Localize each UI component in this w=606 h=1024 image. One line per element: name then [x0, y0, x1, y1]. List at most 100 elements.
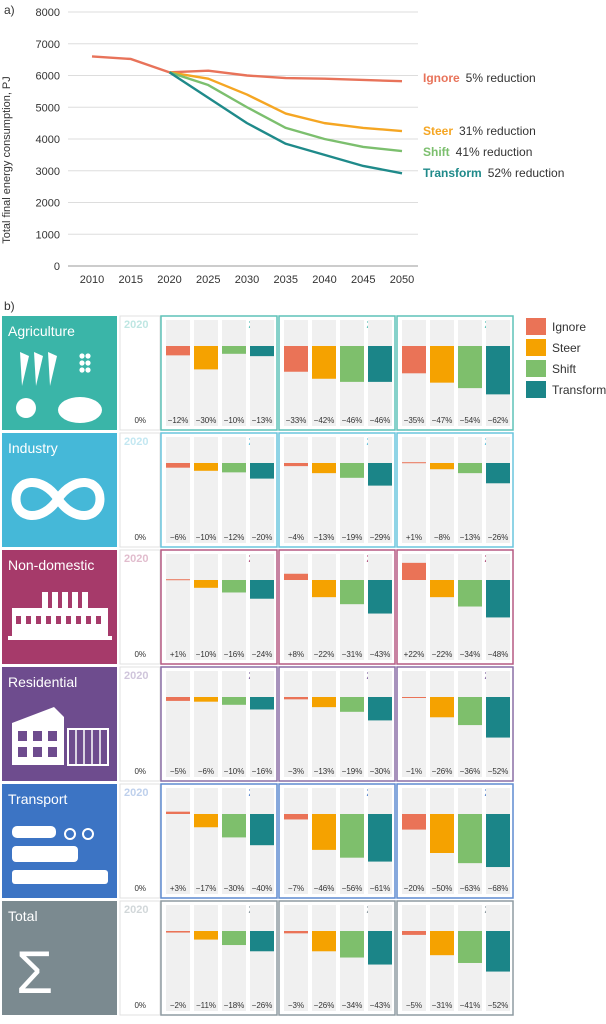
bar-value-label: −17%: [196, 884, 217, 893]
carrot-shape: [20, 352, 29, 386]
bar-transform: [486, 814, 510, 868]
baseline-cell: [119, 666, 161, 782]
series-line-ignore: [169, 69, 403, 83]
bar-value-label: −13%: [252, 416, 273, 425]
bar-value-label: −46%: [342, 416, 363, 425]
y-tick-label: 5000: [36, 102, 60, 114]
bar-value-label: −10%: [196, 533, 217, 542]
bar-track: [194, 320, 218, 426]
x-tick-label: 2030: [235, 274, 259, 286]
y-axis-label: Total final energy consumption, PJ: [1, 76, 13, 244]
bar-value-label: −12%: [168, 416, 189, 425]
bar-track: [250, 905, 274, 1011]
bar-value-label: −30%: [196, 416, 217, 425]
y-tick-label: 3000: [36, 166, 60, 178]
bar-track: [166, 788, 190, 894]
bar-value-label: −42%: [314, 416, 335, 425]
apple-shape: [16, 398, 36, 418]
bar-value-label: −8%: [434, 533, 450, 542]
bar-transform: [368, 463, 392, 486]
bar-track: [340, 554, 364, 660]
sector-tile: [2, 901, 117, 1015]
bar-value-label: −30%: [370, 767, 391, 776]
train-shape: [12, 870, 108, 884]
bar-transform: [368, 580, 392, 614]
sigma-glyph: Σ: [16, 939, 53, 1006]
bar-value-label: −5%: [170, 767, 186, 776]
bar-track: [312, 671, 336, 777]
bar-shift: [458, 814, 482, 864]
bar-value-label: −3%: [288, 767, 304, 776]
bar-track: [368, 671, 392, 777]
sector-name-label: Transport: [8, 791, 68, 807]
baseline-pct-label: 0%: [134, 416, 146, 425]
bar-value-label: −26%: [432, 767, 453, 776]
bar-track: [284, 905, 308, 1011]
bar-value-label: +3%: [170, 884, 186, 893]
panel-b-label: b): [4, 299, 15, 313]
bar-value-label: −22%: [432, 650, 453, 659]
bar-shift: [340, 463, 364, 478]
year-cell-2040: 2040−4%−13%−19%−29%: [278, 432, 396, 548]
bar-track: [312, 905, 336, 1011]
bar-track: [402, 905, 426, 1011]
bar-transform: [250, 814, 274, 846]
bar-value-label: −3%: [288, 1001, 304, 1010]
x-tick-label: 2035: [274, 274, 298, 286]
bar-value-label: −36%: [460, 767, 481, 776]
bar-steer: [430, 580, 454, 598]
chimney: [52, 592, 58, 608]
bar-shift: [458, 463, 482, 474]
chimney: [82, 592, 88, 608]
bean-shape: [85, 367, 91, 373]
bar-ignore: [284, 463, 308, 467]
bar-steer: [430, 346, 454, 383]
year-cell-2040: 2040−33%−42%−46%−46%: [278, 315, 396, 431]
baseline-cell: [119, 783, 161, 899]
y-tick-label: 4000: [36, 134, 60, 146]
bar-transform: [368, 697, 392, 721]
sector-row-transport: Transport20200%2030+3%−17%−30%−40%2040−7…: [2, 783, 514, 899]
bar-shift: [222, 931, 246, 946]
bar-steer: [312, 931, 336, 952]
bar-value-label: −2%: [170, 1001, 186, 1010]
baseline-cell: [119, 432, 161, 548]
year-cell-2030: 2030+1%−10%−16%−24%: [160, 549, 278, 665]
bar-value-label: −33%: [286, 416, 307, 425]
bar-value-label: −18%: [224, 1001, 245, 1010]
bar-track: [458, 554, 482, 660]
y-tick-label: 0: [54, 261, 60, 273]
y-tick-label: 1000: [36, 229, 60, 241]
legend-label-transform: Transform: [552, 383, 606, 397]
bar-track: [166, 554, 190, 660]
bar-value-label: −4%: [288, 533, 304, 542]
year-cell-2030: 2030−5%−6%−10%−16%: [160, 666, 278, 782]
baseline-pct-label: 0%: [134, 650, 146, 659]
bar-ignore: [166, 697, 190, 701]
bar-ignore: [284, 931, 308, 934]
series-note: 52% reduction: [488, 166, 565, 180]
bar-value-label: −63%: [460, 884, 481, 893]
year-cell-2040: 2040−7%−46%−56%−61%: [278, 783, 396, 899]
baseline-cell: [119, 900, 161, 1016]
y-tick-label: 2000: [36, 198, 60, 210]
bar-shift: [458, 346, 482, 389]
factory-window: [16, 616, 21, 624]
bar-track: [340, 671, 364, 777]
bar-ignore: [166, 346, 190, 356]
x-tick-label: 2050: [390, 274, 414, 286]
x-tick-label: 2040: [312, 274, 336, 286]
bar-track: [194, 554, 218, 660]
factory-window: [26, 616, 31, 624]
historical-line: [91, 55, 170, 74]
series-note: 41% reduction: [456, 145, 533, 159]
series-name: Steer: [423, 124, 453, 138]
bar-track: [250, 437, 274, 543]
bar-steer: [194, 697, 218, 702]
series-name: Shift: [423, 145, 450, 159]
bar-track: [194, 788, 218, 894]
bar-value-label: −46%: [370, 416, 391, 425]
bar-value-label: −68%: [488, 884, 509, 893]
legend-label-steer: Steer: [552, 341, 581, 355]
bar-value-label: −34%: [342, 1001, 363, 1010]
